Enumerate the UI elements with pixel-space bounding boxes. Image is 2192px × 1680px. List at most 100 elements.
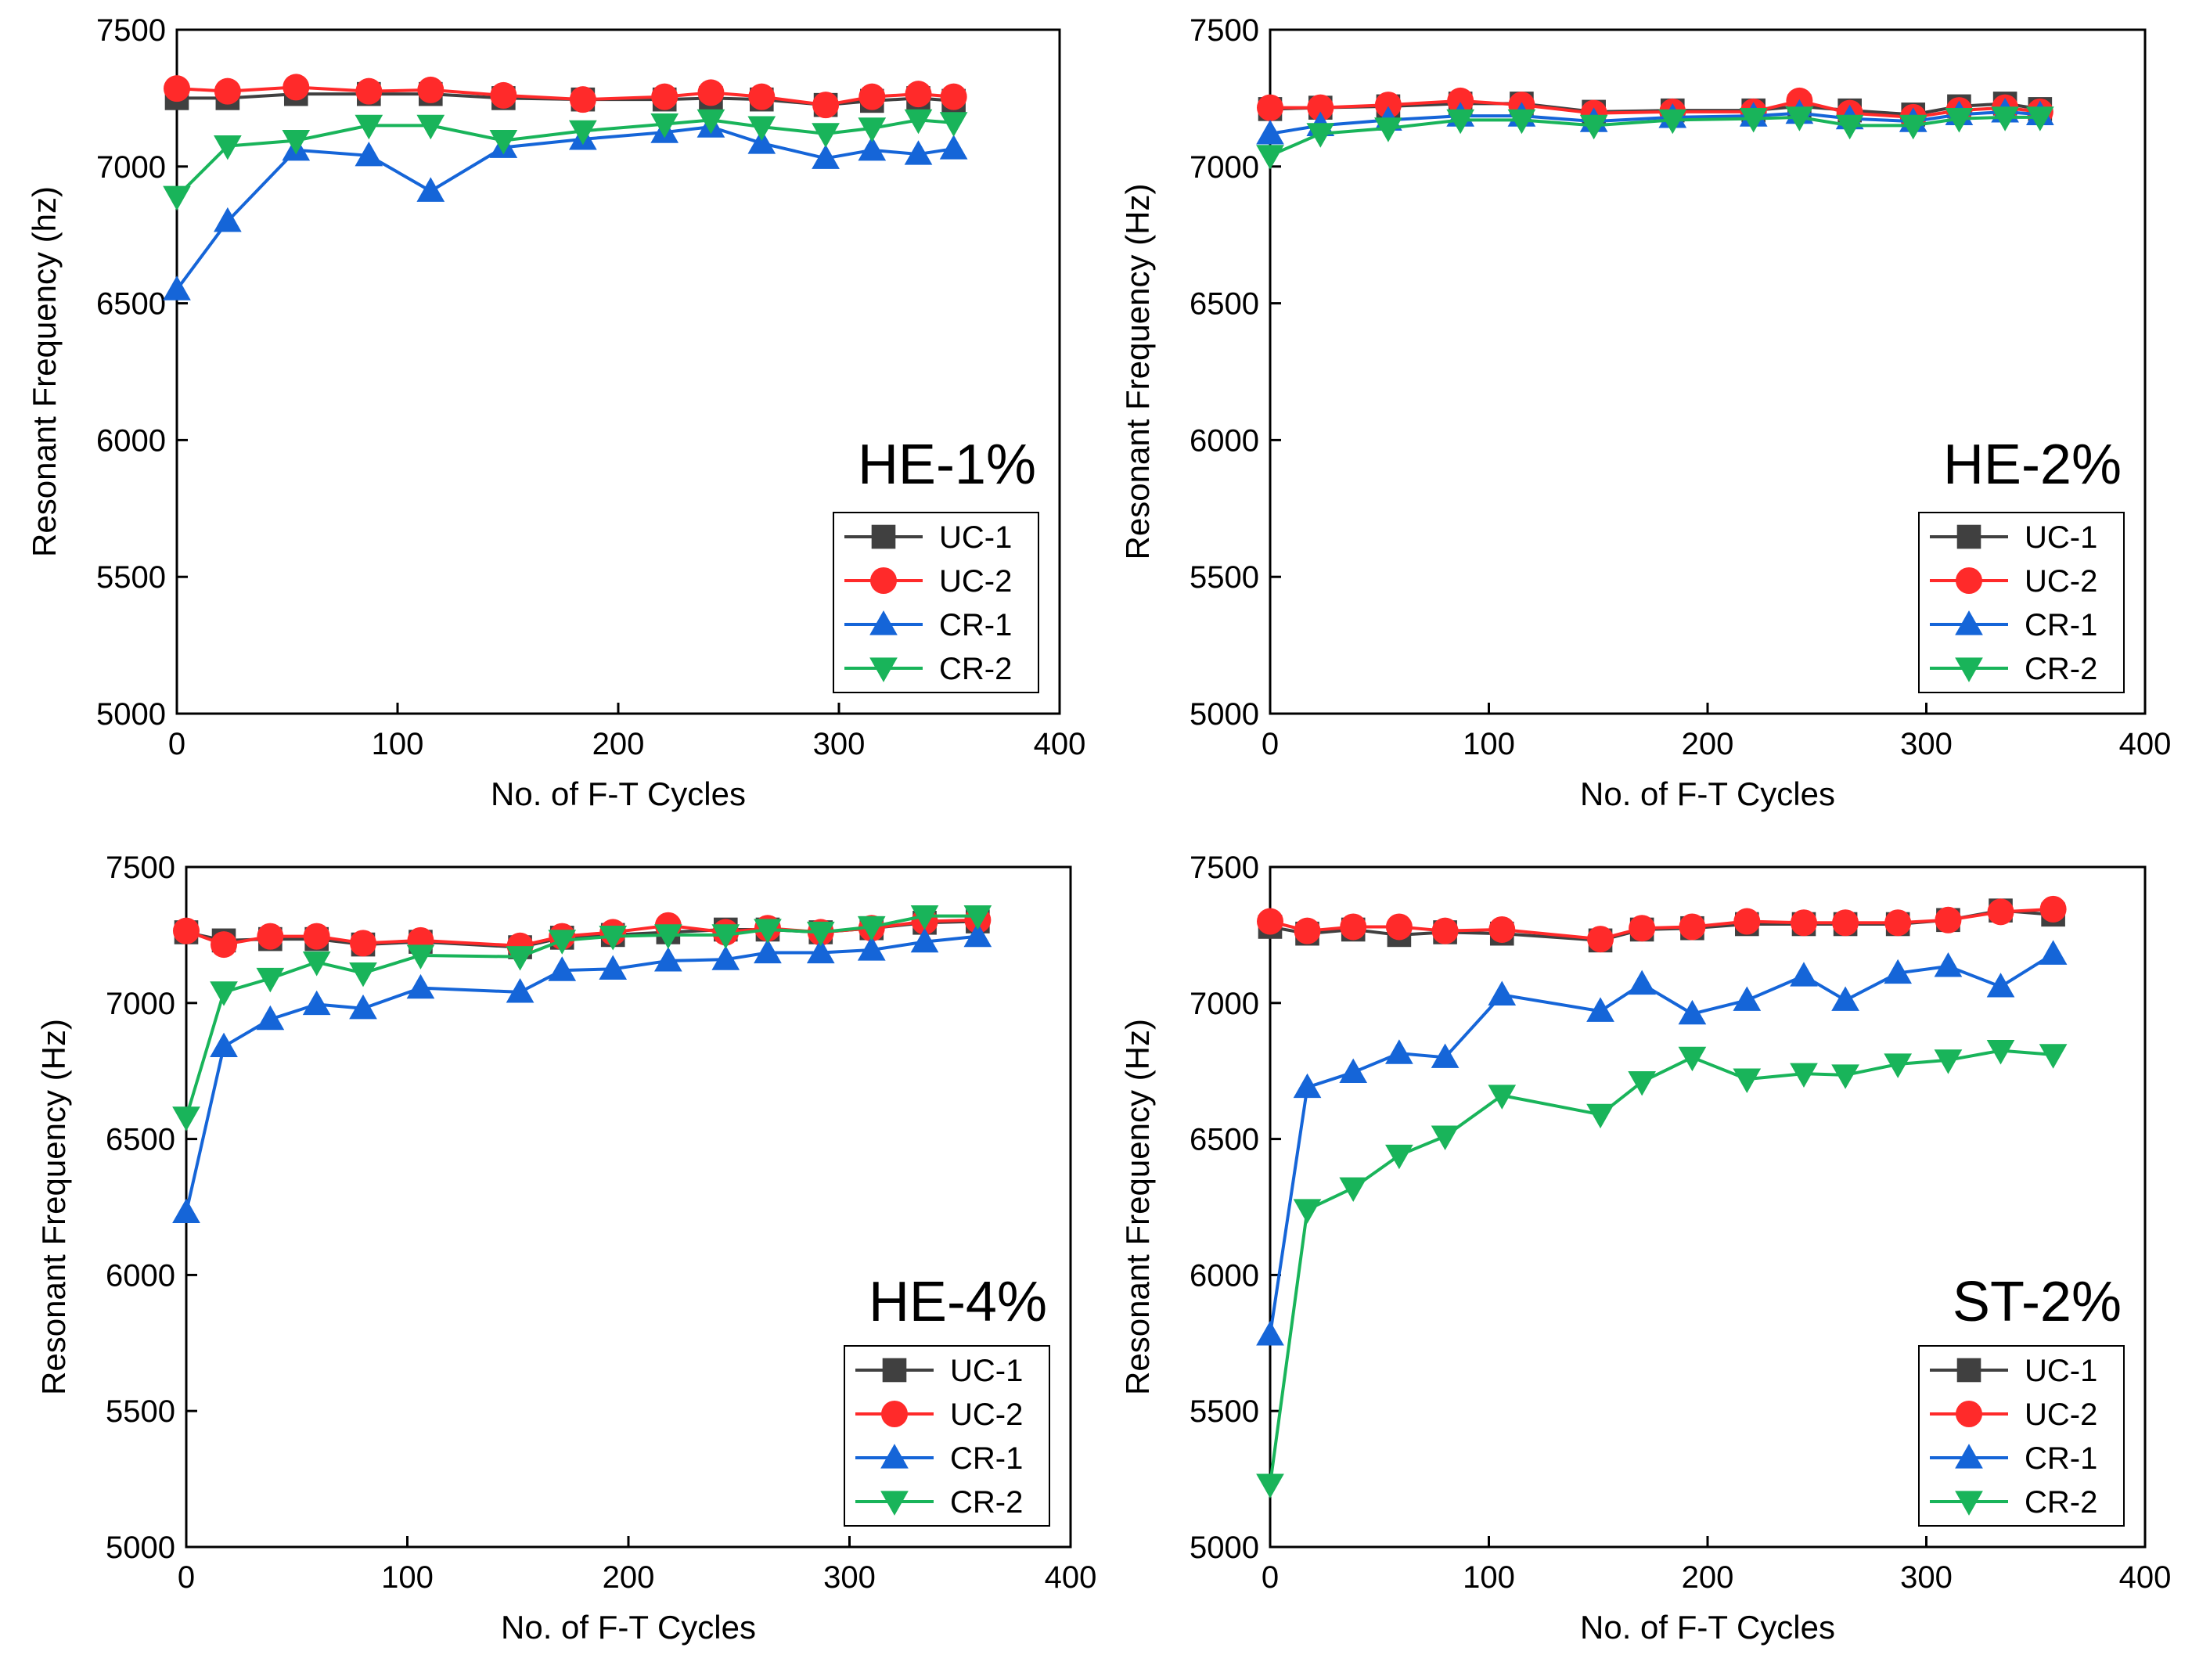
- data-point: [349, 994, 377, 1020]
- data-point: [1306, 123, 1335, 148]
- legend-marker: [880, 1444, 909, 1469]
- data-point: [1991, 106, 2019, 131]
- data-point: [256, 967, 285, 993]
- data-point: [1374, 117, 1402, 142]
- y-tick-label: 5500: [1190, 560, 1259, 595]
- x-tick-label: 400: [1045, 1560, 1097, 1595]
- data-point: [748, 83, 776, 110]
- data-point: [1385, 913, 1413, 941]
- legend-item-cr-1: CR-1: [1930, 608, 2097, 642]
- data-point: [1579, 114, 1608, 140]
- y-tick-label: 5000: [1190, 697, 1259, 732]
- y-tick-label: 6000: [1190, 1258, 1259, 1293]
- x-tick-label: 400: [2119, 1560, 2172, 1595]
- data-point: [1447, 87, 1474, 114]
- data-point: [1678, 1046, 1707, 1072]
- legend-marker: [869, 657, 898, 682]
- legend-marker: [880, 1491, 909, 1516]
- data-point: [302, 990, 331, 1016]
- legend-item-cr-2: CR-2: [1930, 1485, 2097, 1520]
- data-point: [1256, 145, 1284, 170]
- legend-label: CR-2: [939, 652, 1012, 686]
- series-cr-1: [172, 922, 992, 1224]
- data-point: [1257, 908, 1283, 935]
- y-tick-label: 7000: [1190, 987, 1259, 1021]
- chart-panel-3: 0 100 200 300 400 5000 5500 6000 6500 7000 7500 No.…: [35, 851, 1096, 1646]
- data-point: [1385, 1144, 1413, 1170]
- data-point: [355, 141, 383, 167]
- legend-item-cr-1: CR-1: [1930, 1441, 2097, 1476]
- data-point: [697, 79, 725, 106]
- legend-label: CR-1: [2025, 608, 2097, 642]
- legend-item-uc-2: UC-2: [1930, 564, 2097, 599]
- series-line: [1269, 115, 2040, 157]
- legend-marker: [881, 1401, 908, 1427]
- y-axis-title: Resonant Frequency (Hz): [35, 1019, 72, 1395]
- y-axis-title: Resonant Frequency (hz): [26, 186, 63, 557]
- x-tick-label: 0: [168, 727, 185, 761]
- data-point: [506, 946, 535, 971]
- data-point: [1987, 898, 2014, 926]
- data-point: [1739, 108, 1768, 133]
- data-point: [806, 938, 835, 964]
- data-point: [650, 113, 679, 139]
- data-point: [417, 76, 445, 103]
- data-point: [1986, 973, 2015, 998]
- data-point: [1835, 114, 1864, 140]
- data-point: [1733, 1068, 1762, 1093]
- data-point: [1431, 1043, 1460, 1068]
- data-point: [1446, 109, 1475, 135]
- data-point: [1307, 94, 1334, 121]
- data-point: [754, 938, 782, 964]
- data-point: [214, 207, 242, 232]
- legend-box: [1918, 512, 2125, 693]
- y-tick-label: 6000: [106, 1258, 175, 1293]
- data-point: [747, 116, 776, 141]
- legend-item-cr-2: CR-2: [1930, 652, 2097, 686]
- y-tick-label: 6000: [1190, 423, 1259, 458]
- data-point: [349, 962, 377, 987]
- data-point: [1790, 1063, 1818, 1088]
- legend-item-cr-1: CR-1: [844, 608, 1012, 642]
- y-tick-label: 5500: [106, 1394, 175, 1429]
- legend-marker: [1955, 610, 1983, 635]
- legend: UC-1 UC-2 CR-1 CR-2: [1918, 1345, 2125, 1527]
- data-point: [1986, 1040, 2015, 1065]
- data-point: [1831, 986, 1859, 1011]
- data-point: [1293, 1073, 1322, 1099]
- data-point: [1832, 909, 1859, 937]
- data-point: [173, 917, 200, 944]
- data-point: [1945, 108, 1974, 133]
- data-point: [1488, 980, 1517, 1005]
- x-tick-label: 100: [372, 727, 424, 761]
- legend-label: UC-2: [950, 1398, 1023, 1432]
- data-point: [548, 930, 577, 955]
- legend-box: [833, 512, 1039, 693]
- y-tick-label: 7000: [96, 150, 166, 185]
- data-point: [1785, 106, 1814, 131]
- data-point: [1488, 1085, 1517, 1110]
- data-point: [1899, 114, 1927, 140]
- data-point: [1586, 1103, 1614, 1129]
- data-point: [303, 923, 330, 950]
- data-point: [1256, 119, 1284, 145]
- data-point: [2025, 106, 2054, 131]
- data-point: [858, 83, 886, 110]
- legend-item-cr-2: CR-2: [855, 1485, 1023, 1520]
- legend-label: CR-1: [950, 1441, 1023, 1476]
- legend-label: UC-2: [2025, 1398, 2097, 1432]
- data-point: [416, 177, 445, 202]
- x-tick-label: 0: [178, 1560, 195, 1595]
- data-point: [963, 905, 992, 930]
- data-point: [1934, 952, 1963, 977]
- y-tick-label: 7000: [106, 987, 175, 1021]
- data-point: [548, 956, 577, 981]
- data-point: [211, 931, 238, 959]
- data-point: [1733, 908, 1761, 935]
- data-point: [654, 924, 682, 949]
- data-point: [1679, 913, 1706, 941]
- data-point: [283, 74, 310, 101]
- y-axis-title: Resonant Frequency (Hz): [1119, 184, 1156, 560]
- data-point: [1884, 1053, 1913, 1078]
- data-point: [858, 117, 887, 142]
